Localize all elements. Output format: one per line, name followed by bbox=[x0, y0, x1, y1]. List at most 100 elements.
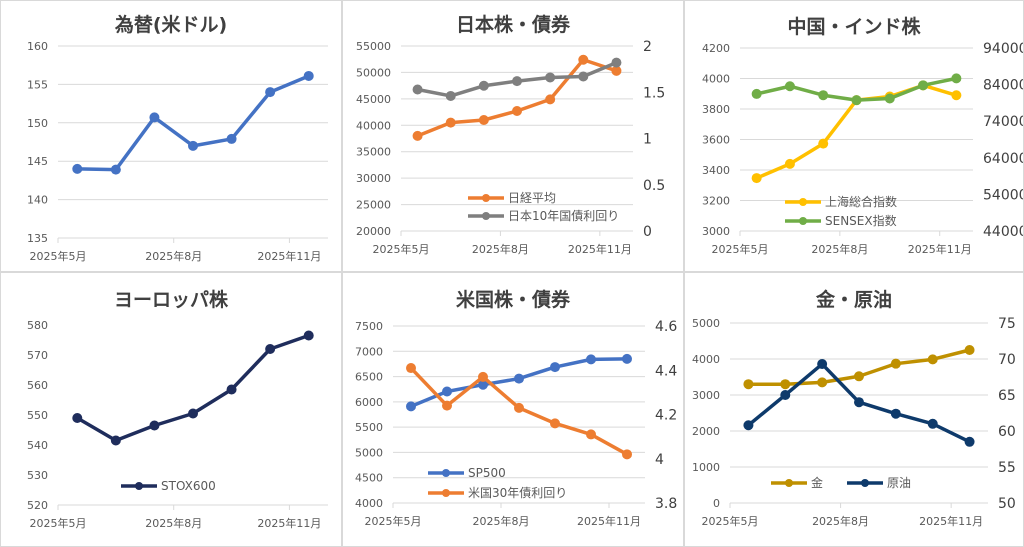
data-point bbox=[545, 72, 556, 83]
legend-marker bbox=[799, 217, 807, 225]
y2-tick-label: 1.5 bbox=[643, 85, 665, 101]
data-point bbox=[303, 330, 314, 341]
data-point bbox=[854, 371, 864, 382]
data-point bbox=[780, 379, 791, 390]
y-tick-label: 0 bbox=[713, 497, 720, 510]
x-tick-label: 2025年11月 bbox=[908, 242, 972, 256]
y-tick-label: 155 bbox=[27, 78, 48, 91]
y-tick-label: 2000 bbox=[692, 425, 720, 438]
data-point bbox=[951, 73, 962, 84]
legend-label: 日本10年国債利回り bbox=[508, 208, 619, 223]
data-point bbox=[951, 90, 962, 101]
y2-tick-label: 4.6 bbox=[655, 319, 677, 335]
y-tick-label: 5000 bbox=[692, 317, 720, 330]
y-tick-label: 580 bbox=[27, 319, 48, 332]
y2-tick-label: 54000 bbox=[983, 187, 1023, 203]
y-tick-label: 30000 bbox=[356, 172, 391, 185]
y-tick-label: 1000 bbox=[692, 461, 720, 474]
x-tick-label: 2025年8月 bbox=[472, 242, 529, 256]
data-point bbox=[817, 359, 828, 370]
y-tick-label: 3600 bbox=[702, 134, 730, 147]
y-tick-label: 3000 bbox=[702, 225, 730, 238]
data-point bbox=[927, 354, 938, 365]
chart-title: 為替(米ドル) bbox=[115, 13, 227, 36]
chart-panel: 金・原油 0 1000 2000 3000 4000 5000 50 55 60 65 70 75 202… bbox=[685, 273, 1023, 546]
chart-svg: 中国・インド株 3000 3200 3400 3600 3800 4000 4200 44000… bbox=[702, 15, 1023, 256]
y-tick-label: 6500 bbox=[355, 371, 383, 384]
data-point bbox=[442, 386, 452, 397]
y2-tick-label: 4.2 bbox=[655, 408, 677, 424]
y2-tick-label: 60 bbox=[998, 424, 1016, 440]
data-point bbox=[918, 80, 929, 91]
chart-title: ヨーロッパ株 bbox=[114, 288, 229, 311]
x-tick-label: 2025年8月 bbox=[145, 249, 202, 263]
legend-marker bbox=[442, 489, 450, 497]
data-point bbox=[478, 80, 489, 91]
data-point bbox=[512, 106, 522, 117]
x-tick-label: 2025年8月 bbox=[473, 514, 530, 528]
data-point bbox=[545, 94, 556, 105]
chart-panel: ヨーロッパ株 520 530 540 550 560 570 580 2025年5月 2025年8… bbox=[1, 273, 341, 546]
x-tick-label: 2025年11月 bbox=[919, 514, 983, 528]
data-point bbox=[149, 420, 160, 431]
data-point bbox=[550, 418, 560, 429]
y-tick-label: 4500 bbox=[355, 472, 383, 485]
data-point bbox=[226, 133, 237, 144]
data-point bbox=[188, 140, 198, 151]
y-tick-label: 55000 bbox=[356, 40, 391, 53]
data-point bbox=[817, 377, 828, 388]
data-point bbox=[784, 81, 795, 92]
y2-tick-label: 84000 bbox=[983, 78, 1023, 94]
chart-title: 米国株・債券 bbox=[456, 288, 571, 311]
data-point bbox=[622, 449, 632, 460]
chart-panel: 中国・インド株 3000 3200 3400 3600 3800 4000 4200 44000… bbox=[685, 1, 1023, 271]
y2-tick-label: 3.8 bbox=[655, 496, 677, 512]
y-tick-label: 570 bbox=[27, 349, 48, 362]
y2-tick-label: 4.4 bbox=[655, 363, 677, 379]
data-point bbox=[406, 363, 416, 374]
chart-svg: 金・原油 0 1000 2000 3000 4000 5000 50 55 60 65 70 75 202… bbox=[692, 288, 1016, 528]
x-tick-label: 2025年5月 bbox=[712, 242, 769, 256]
y-tick-label: 7500 bbox=[355, 320, 383, 333]
y-tick-label: 3400 bbox=[702, 164, 730, 177]
data-point bbox=[751, 173, 762, 184]
data-point bbox=[964, 436, 975, 447]
chart-panel: 為替(米ドル) 135 140 145 150 155 160 2025年5月 2025年8月 2… bbox=[1, 1, 341, 271]
data-point bbox=[578, 54, 589, 65]
legend-label: SENSEX指数 bbox=[825, 213, 897, 228]
y2-tick-label: 74000 bbox=[983, 114, 1023, 130]
data-point bbox=[611, 57, 622, 68]
y-tick-label: 20000 bbox=[356, 225, 391, 238]
chart-svg: ヨーロッパ株 520 530 540 550 560 570 580 2025年5月 2025年8… bbox=[27, 288, 328, 530]
data-point bbox=[149, 112, 160, 123]
data-point bbox=[445, 117, 456, 128]
y2-tick-label: 64000 bbox=[983, 151, 1023, 167]
legend-marker bbox=[799, 198, 807, 206]
y-tick-label: 560 bbox=[27, 379, 48, 392]
data-point bbox=[890, 358, 901, 369]
y2-tick-label: 70 bbox=[998, 352, 1016, 368]
x-tick-label: 2025年8月 bbox=[811, 242, 868, 256]
legend-label: SP500 bbox=[468, 466, 506, 480]
legend-marker bbox=[785, 479, 793, 487]
y2-tick-label: 94000 bbox=[983, 41, 1023, 57]
legend-marker bbox=[482, 194, 490, 202]
data-point bbox=[110, 435, 121, 446]
data-point bbox=[890, 408, 901, 419]
data-point bbox=[964, 345, 975, 355]
x-tick-label: 2025年11月 bbox=[257, 249, 321, 263]
legend-marker bbox=[442, 469, 450, 477]
data-point bbox=[514, 373, 524, 384]
y2-tick-label: 75 bbox=[998, 316, 1016, 332]
legend-marker bbox=[482, 212, 490, 220]
x-tick-label: 2025年5月 bbox=[702, 514, 759, 528]
data-point bbox=[611, 65, 622, 76]
legend-label: STOX600 bbox=[161, 479, 216, 493]
y-tick-label: 3000 bbox=[692, 389, 720, 402]
y-tick-label: 540 bbox=[27, 439, 48, 452]
y-tick-label: 160 bbox=[27, 40, 48, 53]
data-point bbox=[550, 362, 560, 373]
legend-marker bbox=[135, 482, 143, 490]
y2-tick-label: 2 bbox=[643, 39, 652, 55]
y2-tick-label: 4 bbox=[655, 452, 664, 468]
